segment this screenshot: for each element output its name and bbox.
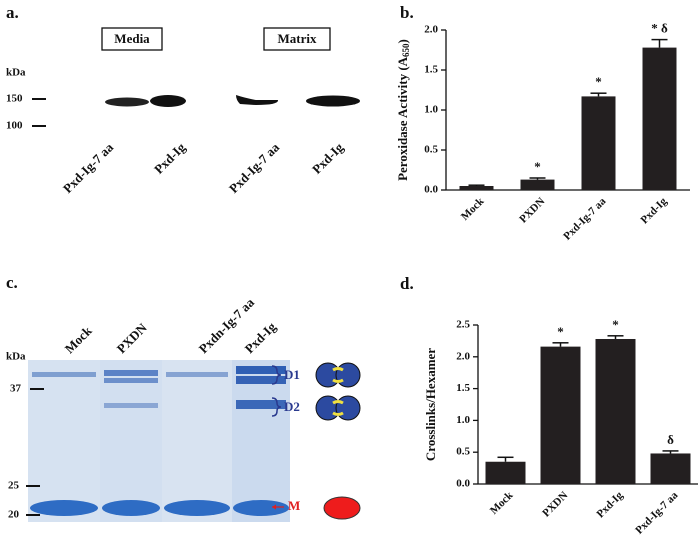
panel-label: a. <box>6 3 19 22</box>
y-axis-title-subscript: 650 <box>401 43 411 57</box>
bar <box>581 96 616 190</box>
lane-label: Pxd-Ig-7 aa <box>226 139 283 196</box>
group-label: Matrix <box>278 31 317 46</box>
marker-label: 20 <box>8 509 20 521</box>
x-tick-label: PXDN <box>517 195 547 225</box>
panel-label: c. <box>6 273 18 292</box>
y-axis-title-part: Crosslinks/Hexamer <box>423 348 438 461</box>
y-tick-label: 0.0 <box>424 184 438 196</box>
bar <box>650 453 691 484</box>
bar <box>520 179 555 190</box>
y-tick-label: 1.5 <box>424 64 438 76</box>
dimer-icon <box>315 395 361 421</box>
band-label: M <box>288 498 300 513</box>
band-label: D2 <box>284 399 300 414</box>
y-axis-title: Peroxidase Activity (A650) <box>395 39 411 181</box>
bar <box>595 338 636 484</box>
bar <box>540 346 581 484</box>
unit-label: kDa <box>6 351 26 363</box>
western-blot <box>105 95 360 107</box>
unit-label: kDa <box>6 67 26 79</box>
lane-label: PXDN <box>114 320 151 357</box>
brace <box>271 365 282 385</box>
annotation: * <box>595 74 602 89</box>
annotation: * <box>534 159 541 174</box>
x-tick-label: Mock <box>488 489 516 517</box>
panel-label: b. <box>400 3 414 22</box>
x-tick-label: Pxd-Ig <box>638 195 669 226</box>
annotation: * <box>612 317 619 332</box>
x-tick-label: Pxd-Ig-7 aa <box>633 489 681 537</box>
y-tick-label: 1.0 <box>456 414 470 426</box>
marker-label: 150 <box>6 93 23 105</box>
x-tick-label: Pxd-Ig <box>594 489 625 520</box>
y-tick-label: 0.0 <box>456 478 470 490</box>
marker-label: 100 <box>6 120 23 132</box>
monomer-icon <box>323 496 361 520</box>
annotation: * δ <box>651 21 668 36</box>
y-tick-label: 1.0 <box>424 104 438 116</box>
annotation: * <box>557 324 564 339</box>
bar <box>642 47 677 190</box>
group-label: Media <box>114 31 150 46</box>
y-tick-label: 2.5 <box>456 319 470 331</box>
lane-label: Pxd-Ig <box>151 139 189 177</box>
y-axis-title: Crosslinks/Hexamer <box>423 348 438 461</box>
arrow-head <box>272 504 276 510</box>
marker-label: 25 <box>8 480 20 492</box>
dimer-icon <box>315 362 361 388</box>
lane-label: Pxd-Ig-7 aa <box>60 139 117 196</box>
x-tick-label: Pxd-Ig-7 aa <box>561 195 609 243</box>
x-tick-label: PXDN <box>540 489 570 519</box>
annotation: δ <box>667 432 674 447</box>
marker-label: 37 <box>10 383 22 395</box>
y-tick-label: 2.0 <box>424 24 438 36</box>
gel <box>28 360 290 522</box>
bar <box>459 186 494 190</box>
y-tick-label: 0.5 <box>424 144 438 156</box>
y-tick-label: 0.5 <box>456 446 470 458</box>
y-axis-title-part: Peroxidase Activity (A <box>395 56 410 181</box>
lane-label: Pxd-Ig <box>242 319 280 357</box>
panel-label: d. <box>400 274 414 293</box>
y-tick-label: 1.5 <box>456 382 470 394</box>
y-tick-label: 2.0 <box>456 350 470 362</box>
bar <box>485 461 526 484</box>
group-box <box>263 27 331 51</box>
band-label: D1 <box>284 367 300 382</box>
lane-label: Pxd-Ig <box>309 139 347 177</box>
lane-label: Mock <box>62 323 96 357</box>
x-tick-label: Mock <box>459 195 487 223</box>
group-box <box>101 27 163 51</box>
brace <box>271 397 282 417</box>
y-axis-title-part: ) <box>395 39 410 43</box>
